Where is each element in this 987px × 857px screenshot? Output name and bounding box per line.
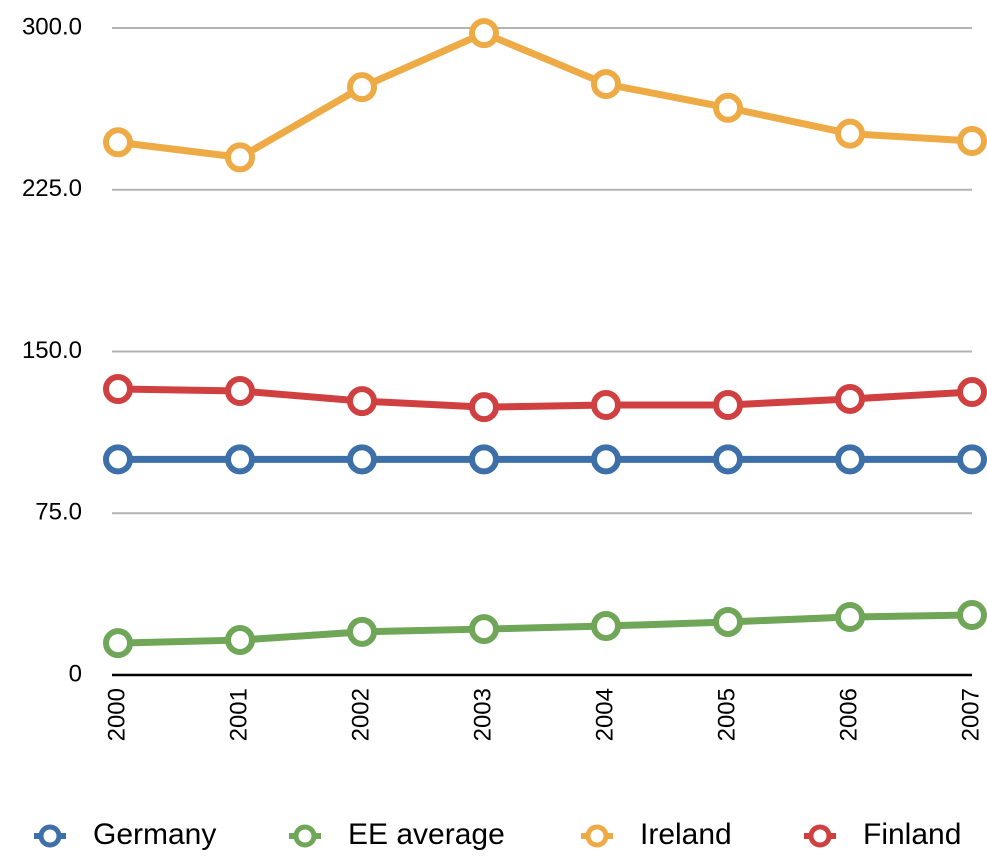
data-point — [347, 386, 377, 417]
data-point — [103, 127, 133, 158]
legend-swatch — [808, 824, 832, 848]
x-tick-label: 2002 — [347, 688, 374, 741]
data-point — [957, 126, 987, 157]
series-line — [117, 385, 973, 411]
data-point — [713, 606, 743, 637]
data-point — [835, 383, 865, 414]
y-tick-label: 75.0 — [35, 499, 82, 526]
data-point — [713, 389, 743, 420]
legend-label: EE average — [348, 818, 505, 851]
data-point — [103, 444, 133, 475]
data-point — [957, 377, 987, 408]
data-point — [103, 628, 133, 659]
x-tick-label: 2007 — [957, 688, 984, 741]
data-point — [469, 444, 499, 475]
data-point — [469, 614, 499, 645]
data-point — [347, 444, 377, 475]
data-point — [225, 142, 255, 173]
x-tick-label: 2003 — [469, 688, 496, 741]
y-tick-label: 300.0 — [22, 13, 82, 40]
data-point — [591, 389, 621, 420]
y-tick-label: 150.0 — [22, 337, 82, 364]
data-point — [835, 118, 865, 149]
data-point — [713, 92, 743, 123]
data-point — [591, 69, 621, 100]
x-tick-label: 2001 — [225, 688, 252, 741]
y-tick-label: 0 — [69, 660, 82, 687]
data-point — [469, 18, 499, 49]
y-tick-label: 225.0 — [22, 175, 82, 202]
data-point — [225, 625, 255, 656]
legend-swatch — [585, 824, 609, 848]
legend-swatch — [293, 824, 317, 848]
data-point — [591, 611, 621, 642]
data-point — [347, 616, 377, 647]
data-point — [469, 392, 499, 423]
x-tick-label: 2005 — [713, 688, 740, 741]
data-point — [225, 444, 255, 475]
data-point — [835, 444, 865, 475]
data-point — [225, 375, 255, 406]
data-point — [103, 374, 133, 405]
x-tick-label: 2004 — [591, 688, 618, 741]
data-point — [835, 601, 865, 632]
legend-label: Ireland — [640, 818, 732, 851]
x-tick-label: 2000 — [103, 688, 130, 741]
legend-label: Germany — [93, 818, 216, 851]
legend-swatch — [38, 824, 62, 848]
data-point — [347, 72, 377, 103]
data-point — [957, 600, 987, 631]
data-point — [713, 444, 743, 475]
data-point — [957, 444, 987, 475]
series-line — [117, 611, 973, 647]
series-line — [117, 29, 973, 161]
data-point — [591, 444, 621, 475]
legend-label: Finland — [863, 818, 961, 851]
x-tick-label: 2006 — [835, 688, 862, 741]
